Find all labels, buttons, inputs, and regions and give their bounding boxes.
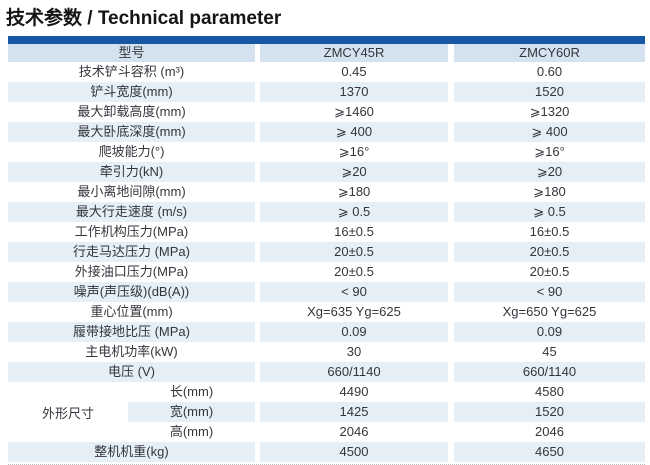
- value-zmcy60r: ⩾ 400: [454, 122, 645, 142]
- value-zmcy45r: 20±0.5: [260, 242, 448, 262]
- row-label: 宽(mm): [128, 402, 255, 422]
- table-row: 工作机构压力(MPa) 16±0.5 16±0.5: [8, 222, 645, 242]
- value-zmcy60r: 0.60: [536, 64, 563, 79]
- row-label: 技术铲斗容积 (m³): [78, 64, 185, 79]
- value-zmcy45r: < 90: [260, 282, 448, 302]
- value-zmcy60r: 16±0.5: [529, 224, 570, 239]
- value-zmcy45r: ⩾1460: [334, 104, 374, 119]
- row-label: 高(mm): [169, 424, 214, 439]
- value-zmcy60r: 2046: [535, 424, 564, 439]
- value-zmcy45r: 0.09: [260, 322, 448, 342]
- header-model-zmcy60r: ZMCY60R: [454, 44, 645, 62]
- value-zmcy45r: 1370: [260, 82, 448, 102]
- header-model-zmcy45r: ZMCY45R: [260, 44, 448, 62]
- value-zmcy60r: Xg=650 Yg=625: [502, 304, 597, 319]
- row-label: 最大卧底深度(mm): [8, 122, 255, 142]
- value-zmcy60r: ⩾180: [533, 184, 566, 199]
- table-row: 铲斗宽度(mm) 1370 1520: [8, 82, 645, 102]
- value-zmcy45r: ⩾20: [260, 162, 448, 182]
- value-zmcy45r: 20±0.5: [334, 264, 374, 279]
- row-label: 行走马达压力 (MPa): [8, 242, 255, 262]
- value-zmcy45r: 1425: [260, 402, 448, 422]
- value-zmcy60r: ⩾20: [454, 162, 645, 182]
- table-row: 外接油口压力(MPa) 20±0.5 20±0.5: [8, 262, 645, 282]
- value-zmcy60r: 660/1140: [454, 362, 645, 382]
- row-label: 电压 (V): [8, 362, 255, 382]
- value-zmcy60r: 4650: [454, 442, 645, 462]
- table-row: 最大卧底深度(mm) ⩾ 400 ⩾ 400: [8, 122, 645, 142]
- table-row: 技术铲斗容积 (m³) 0.45 0.60: [8, 62, 645, 82]
- value-zmcy45r: 30: [346, 344, 362, 359]
- table-row: 电压 (V) 660/1140 660/1140: [8, 362, 645, 382]
- row-label: 最大卸载高度(mm): [77, 104, 186, 119]
- row-label: 铲斗宽度(mm): [8, 82, 255, 102]
- value-zmcy60r: 20±0.5: [454, 242, 645, 262]
- value-zmcy45r: 2046: [339, 424, 369, 439]
- value-zmcy45r: 16±0.5: [334, 224, 374, 239]
- table-row: 履带接地比压 (MPa) 0.09 0.09: [8, 322, 645, 342]
- value-zmcy60r: 0.09: [454, 322, 645, 342]
- table-top-bar: [8, 36, 645, 44]
- row-label: 爬坡能力(°): [98, 144, 165, 159]
- value-zmcy45r: 0.45: [341, 64, 367, 79]
- value-zmcy45r: 660/1140: [260, 362, 448, 382]
- value-zmcy45r: 4490: [339, 384, 369, 399]
- dimensions-group-label: 外形尺寸: [41, 405, 94, 421]
- page-title: 技术参数 / Technical parameter: [6, 8, 282, 29]
- value-zmcy60r: 45: [542, 344, 557, 359]
- row-label: 工作机构压力(MPa): [74, 224, 189, 239]
- value-zmcy60r: 1520: [454, 402, 645, 422]
- header-model-label: 型号: [8, 44, 255, 62]
- table-row: 噪声(声压级)(dB(A)) < 90 < 90: [8, 282, 645, 302]
- table-row: 爬坡能力(°) ⩾16° ⩾16°: [8, 142, 645, 162]
- table-row: 高(mm) 2046 2046: [8, 422, 645, 442]
- row-label: 最大行走速度 (m/s): [8, 202, 255, 222]
- value-zmcy60r: < 90: [454, 282, 645, 302]
- table-row: 整机机重(kg) 4500 4650: [8, 442, 645, 462]
- value-zmcy60r: 1520: [454, 82, 645, 102]
- row-label: 最小离地间隙(mm): [77, 184, 186, 199]
- value-zmcy45r: ⩾ 400: [260, 122, 448, 142]
- table-row: 最小离地间隙(mm) ⩾180 ⩾180: [8, 182, 645, 202]
- table-row: 牵引力(kN) ⩾20 ⩾20: [8, 162, 645, 182]
- value-zmcy45r: 4500: [260, 442, 448, 462]
- table-row: 行走马达压力 (MPa) 20±0.5 20±0.5: [8, 242, 645, 262]
- overall-dimensions-group: 外形尺寸 长(mm) 4490 4580 宽(mm) 1425 1520 高(m…: [8, 382, 645, 442]
- table-row: 最大卸载高度(mm) ⩾1460 ⩾1320: [8, 102, 645, 122]
- row-label: 长(mm): [169, 384, 214, 399]
- value-zmcy45r: Xg=635 Yg=625: [307, 304, 401, 319]
- value-zmcy60r: 4580: [535, 384, 564, 399]
- value-zmcy60r: ⩾ 0.5: [454, 202, 645, 222]
- row-label: 牵引力(kN): [8, 162, 255, 182]
- table-row: 长(mm) 4490 4580: [8, 382, 645, 402]
- row-label: 外接油口压力(MPa): [74, 264, 189, 279]
- table-row: 重心位置(mm) Xg=635 Yg=625 Xg=650 Yg=625: [8, 302, 645, 322]
- row-label: 整机机重(kg): [8, 442, 255, 462]
- row-label: 主电机功率(kW): [85, 344, 178, 359]
- table-row: 主电机功率(kW) 30 45: [8, 342, 645, 362]
- table-header-row: 型号 ZMCY45R ZMCY60R: [8, 44, 645, 62]
- table-row: 宽(mm) 1425 1520: [8, 402, 645, 422]
- value-zmcy45r: ⩾ 0.5: [260, 202, 448, 222]
- value-zmcy60r: ⩾16°: [534, 144, 565, 159]
- row-label: 重心位置(mm): [90, 304, 173, 319]
- value-zmcy60r: 20±0.5: [529, 264, 570, 279]
- value-zmcy45r: ⩾180: [337, 184, 371, 199]
- row-label: 噪声(声压级)(dB(A)): [8, 282, 255, 302]
- table-row: 最大行走速度 (m/s) ⩾ 0.5 ⩾ 0.5: [8, 202, 645, 222]
- technical-parameter-table: 型号 ZMCY45R ZMCY60R 技术铲斗容积 (m³) 0.45 0.60…: [8, 36, 645, 465]
- row-label: 履带接地比压 (MPa): [8, 322, 255, 342]
- value-zmcy60r: ⩾1320: [529, 104, 570, 119]
- value-zmcy45r: ⩾16°: [338, 144, 370, 159]
